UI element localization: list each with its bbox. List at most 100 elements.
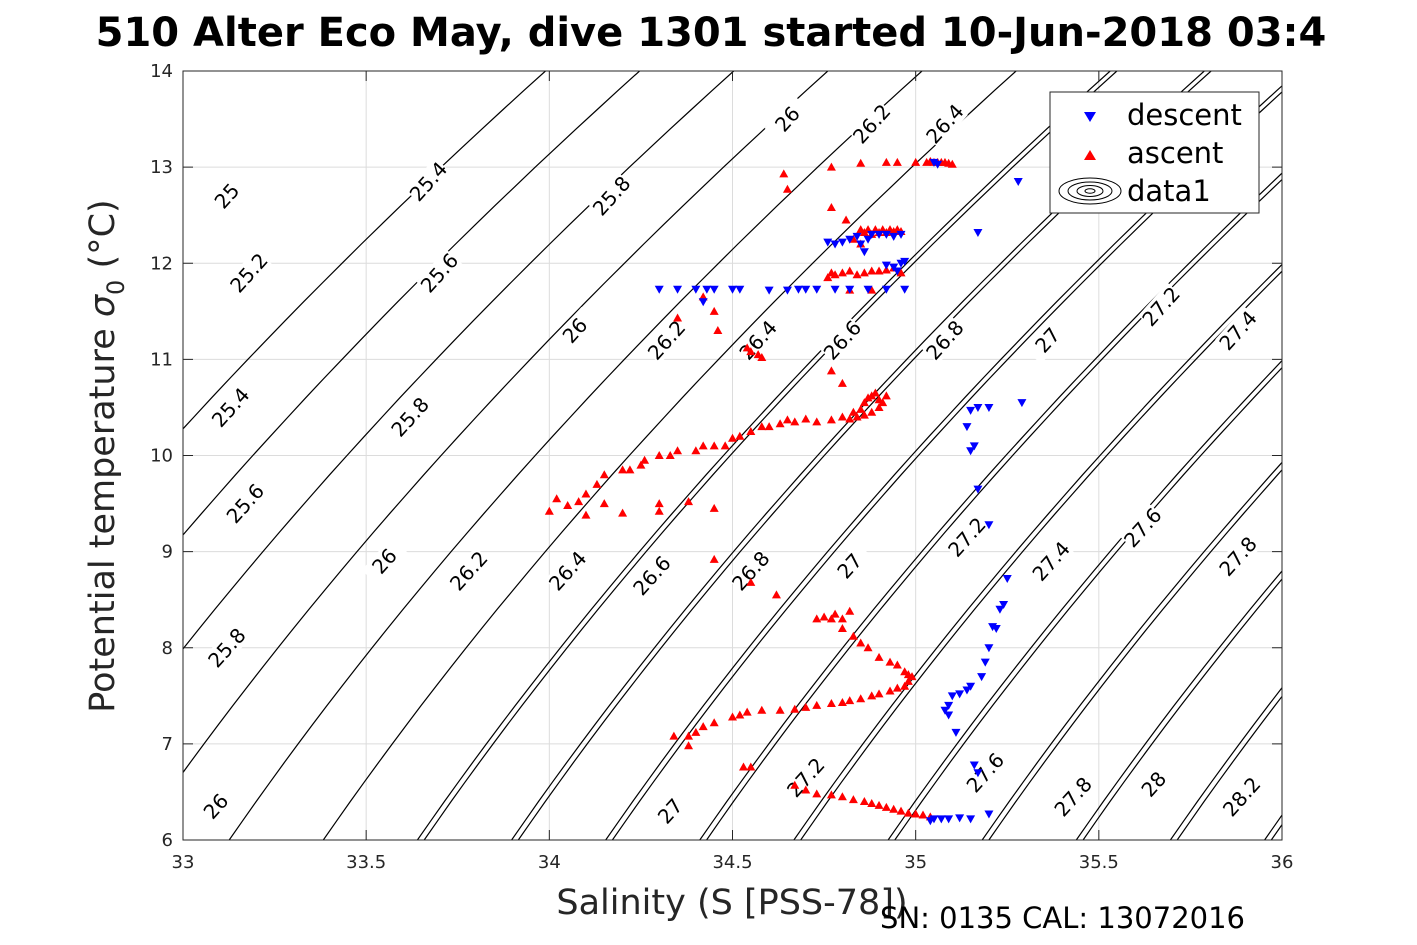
ascent-point xyxy=(684,741,694,750)
contour-line-25-8 xyxy=(228,71,923,840)
descent-point xyxy=(947,692,957,701)
ascent-point xyxy=(878,398,888,407)
contour-line-26-2 xyxy=(416,71,1112,840)
contour-label-bg xyxy=(782,753,829,802)
contour-label-bg xyxy=(416,249,463,297)
descent-point xyxy=(830,285,840,294)
y-tick-label: 12 xyxy=(150,253,173,274)
ascent-point xyxy=(826,366,836,375)
ascent-point xyxy=(673,446,683,455)
ascent-point xyxy=(764,422,774,431)
ascent-point xyxy=(911,809,921,818)
descent-point xyxy=(881,230,891,239)
ascent-point xyxy=(640,455,650,464)
descent-point xyxy=(988,623,998,632)
x-axis-ticks: 33 33.5 34 34.5 35 35.5 36 xyxy=(172,71,1294,873)
ascent-point xyxy=(544,506,554,515)
ascent-point xyxy=(881,157,891,166)
ascent-point xyxy=(874,652,884,661)
ascent-point xyxy=(782,415,792,424)
ascent-point xyxy=(654,451,664,459)
contour-line-26 xyxy=(894,366,1282,840)
ascent-point xyxy=(746,762,756,771)
y-tick-label: 9 xyxy=(162,542,173,563)
descent-point xyxy=(728,285,737,294)
ascent-point xyxy=(728,712,737,721)
ascent-point xyxy=(728,433,737,442)
ascent-point xyxy=(911,157,921,166)
ascent-point xyxy=(859,398,869,407)
ascent-point xyxy=(896,268,906,277)
contour-label-bg xyxy=(193,782,239,831)
ascent-point xyxy=(837,614,847,623)
descent-point xyxy=(702,285,712,294)
ascent-point xyxy=(618,508,628,517)
ascent-point xyxy=(892,157,902,166)
contour-label-bg xyxy=(819,316,866,364)
ascent-point xyxy=(709,554,719,563)
descent-point xyxy=(881,285,891,294)
descent-point xyxy=(966,815,976,824)
descent-point xyxy=(944,711,954,720)
ascent-point xyxy=(790,704,800,713)
contour-label-bg xyxy=(629,551,675,600)
ascent-point xyxy=(779,169,789,178)
ascent-point xyxy=(837,378,847,387)
descent-point xyxy=(969,442,979,451)
descent-point xyxy=(863,235,873,244)
ascent-point xyxy=(885,686,895,695)
descent-point xyxy=(973,485,983,494)
ascent-point xyxy=(852,412,862,421)
descent-point xyxy=(969,761,979,770)
ascent-point xyxy=(742,343,752,352)
ascent-point xyxy=(903,808,913,817)
x-tick-label: 36 xyxy=(1271,852,1294,873)
ascent-point xyxy=(830,270,840,279)
contour-label-bg xyxy=(944,513,990,561)
ascent-point xyxy=(867,691,877,700)
descent-point xyxy=(984,644,994,653)
ascent-point xyxy=(874,402,884,411)
y-axis-label-sigma: σ xyxy=(83,293,123,317)
chart-title: 510 Alter Eco May, dive 1301 started 10-… xyxy=(96,10,1327,56)
descent-point xyxy=(900,285,910,294)
ascent-point xyxy=(852,270,862,279)
contour-label-bg xyxy=(588,172,635,220)
y-tick-label: 14 xyxy=(150,61,173,82)
contour-label-bg xyxy=(222,479,269,528)
contour-line-25-2 xyxy=(183,71,641,536)
ascent-point xyxy=(903,676,913,685)
descent-point xyxy=(823,238,833,247)
contour-line-27-6 xyxy=(1075,570,1282,840)
ascent-point xyxy=(735,431,745,440)
ascent-point xyxy=(735,710,745,719)
descent-point xyxy=(944,701,954,710)
ascent-point xyxy=(673,313,683,322)
contour-label-bg xyxy=(405,157,452,206)
descent-point xyxy=(874,230,884,239)
legend-contour-icon xyxy=(1058,177,1122,205)
ascent-point xyxy=(771,590,781,599)
descent-point xyxy=(863,285,873,294)
ascent-point xyxy=(709,306,719,315)
descent-point xyxy=(973,769,983,778)
ascent-point xyxy=(599,470,609,479)
descent-point xyxy=(944,815,954,824)
descent-point xyxy=(793,285,803,294)
ascent-point xyxy=(775,705,785,714)
descent-point xyxy=(1017,399,1027,408)
ascent-point xyxy=(713,326,723,335)
contour-line-27-4 xyxy=(981,461,1282,840)
ascent-point xyxy=(826,415,836,424)
descent-point xyxy=(867,230,877,239)
ascent-point xyxy=(896,806,906,815)
ascent-point xyxy=(738,762,748,771)
descent-point xyxy=(892,267,902,276)
contour-line-25-8 xyxy=(799,270,1282,840)
x-tick-label: 33 xyxy=(172,852,195,873)
ascent-point xyxy=(826,699,836,708)
ascent-point xyxy=(746,577,756,586)
ascent-point xyxy=(812,614,822,623)
y-tick-label: 7 xyxy=(162,734,173,755)
